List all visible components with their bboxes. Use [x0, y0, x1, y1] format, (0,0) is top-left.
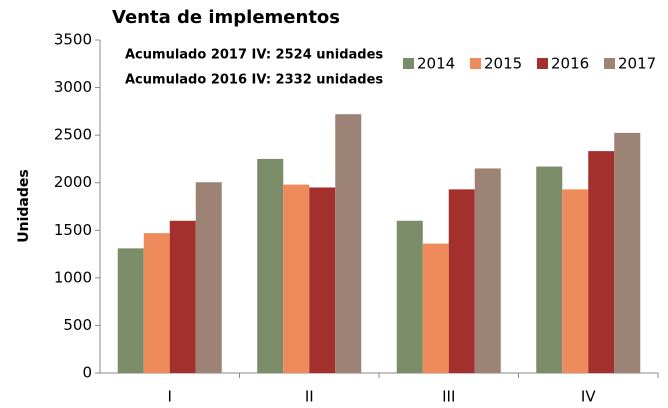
bar: [614, 132, 641, 373]
y-tick-label: 2000: [54, 173, 92, 191]
bar: [195, 182, 222, 373]
bar: [536, 166, 563, 373]
bar: [335, 114, 362, 373]
bar: [117, 248, 144, 373]
y-axis-label: Unidades: [16, 169, 32, 242]
bar: [257, 158, 284, 373]
y-tick-label: 1500: [54, 221, 92, 239]
annotation: Acumulado 2016 IV: 2332 unidades: [125, 73, 383, 88]
chart-title: Venta de implementos: [112, 7, 340, 28]
legend-swatch: [403, 58, 414, 69]
legend-swatch: [604, 58, 615, 69]
bar: [143, 233, 170, 373]
legend-swatch: [537, 58, 548, 69]
legend-label: 2016: [551, 55, 589, 73]
y-tick-label: 3500: [54, 31, 92, 49]
bar: [562, 189, 589, 373]
x-tick-label: II: [305, 388, 314, 406]
bar: [422, 243, 449, 373]
x-tick-label: I: [168, 388, 172, 406]
x-tick-label: III: [442, 388, 455, 406]
bar: [396, 220, 423, 373]
bar: [588, 151, 615, 373]
legend-label: 2017: [618, 55, 656, 73]
legend-swatch: [470, 58, 481, 69]
bar: [448, 189, 475, 373]
y-tick-label: 3000: [54, 78, 92, 96]
bar: [474, 168, 501, 373]
bar: [283, 184, 310, 373]
y-tick-label: 1000: [54, 268, 92, 286]
y-tick-label: 2500: [54, 126, 92, 144]
annotation: Acumulado 2017 IV: 2524 unidades: [125, 48, 383, 63]
x-tick-label: IV: [581, 388, 596, 406]
bar: [169, 220, 196, 373]
legend-label: 2015: [484, 55, 522, 73]
y-tick-label: 0: [82, 364, 92, 382]
y-tick-label: 500: [63, 316, 92, 334]
legend-label: 2014: [417, 55, 455, 73]
bar: [309, 187, 336, 373]
